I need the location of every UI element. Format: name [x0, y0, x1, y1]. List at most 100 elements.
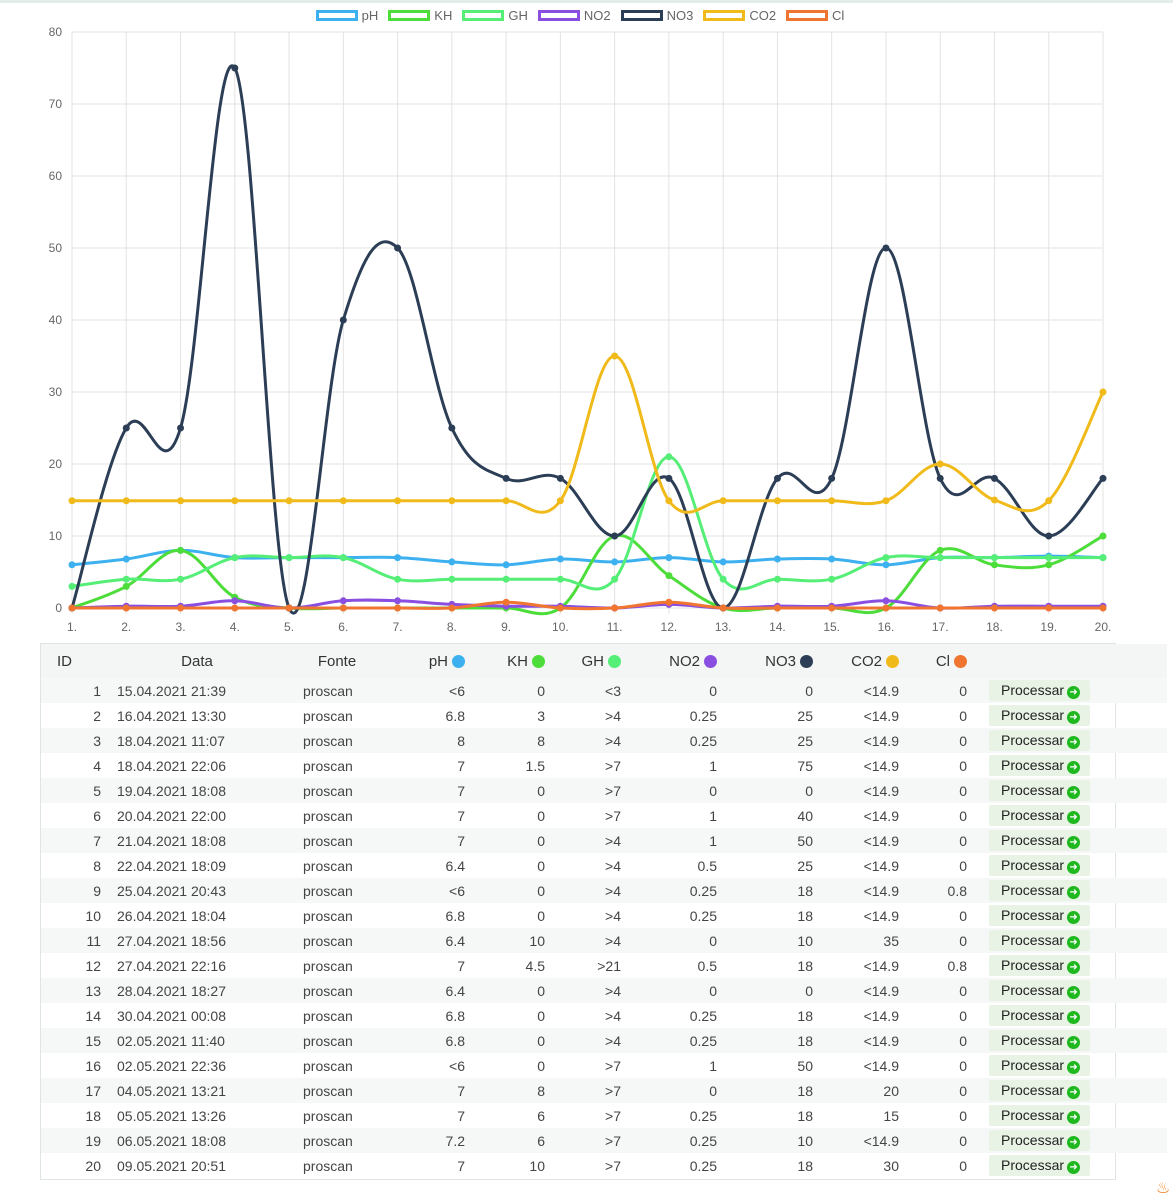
arrow-right-circle-icon: ➜ [1067, 1136, 1081, 1149]
cell-co2: <14.9 [863, 682, 899, 699]
cell-data: 22.04.2021 18:09 [117, 857, 226, 874]
processar-button[interactable]: Processar ➜ [989, 830, 1091, 851]
processar-label: Processar [1001, 707, 1065, 723]
cell-gh: >7 [605, 807, 621, 824]
processar-button[interactable]: Processar ➜ [989, 1055, 1091, 1076]
processar-label: Processar [1001, 732, 1065, 748]
cell-kh: 0 [537, 982, 545, 999]
data-point-kh [122, 582, 130, 590]
data-point-no3 [231, 64, 239, 72]
data-point-cl [68, 604, 76, 612]
header-cl: Cl [899, 644, 967, 678]
data-point-co2 [1045, 497, 1053, 505]
processar-button[interactable]: Processar ➜ [989, 905, 1091, 926]
cell-co2: 35 [883, 932, 899, 949]
cell-co2: <14.9 [863, 857, 899, 874]
cell-cl: 0 [959, 1082, 967, 1099]
data-point-gh [231, 554, 239, 562]
data-point-ph [665, 554, 673, 562]
processar-button[interactable]: Processar ➜ [989, 755, 1091, 776]
cell-data: 28.04.2021 18:27 [117, 982, 226, 999]
legend-item-cl[interactable]: Cl [786, 8, 844, 23]
cell-no2: 1 [709, 807, 717, 824]
processar-button[interactable]: Processar ➜ [989, 1105, 1091, 1126]
cell-gh: >4 [605, 982, 621, 999]
legend-item-co2[interactable]: CO2 [703, 8, 776, 23]
cell-id: 18 [85, 1107, 101, 1124]
processar-label: Processar [1001, 757, 1065, 773]
cell-id: 6 [93, 807, 101, 824]
processar-button[interactable]: Processar ➜ [989, 955, 1091, 976]
legend-item-no3[interactable]: NO3 [620, 8, 693, 23]
data-point-no3 [177, 424, 185, 432]
data-point-co2 [719, 497, 727, 505]
cell-co2: 15 [883, 1107, 899, 1124]
processar-button[interactable]: Processar ➜ [989, 705, 1091, 726]
data-point-co2 [665, 497, 673, 505]
data-point-cl [719, 604, 727, 612]
data-point-ph [68, 561, 76, 569]
data-point-kh [1045, 561, 1053, 569]
data-point-gh [828, 575, 836, 583]
data-point-cl [448, 604, 456, 612]
cell-gh: <3 [605, 682, 621, 699]
legend-item-ph[interactable]: pH [315, 8, 378, 23]
x-tick-label: 11. [607, 620, 623, 634]
table-row: 10 26.04.2021 18:04 proscan 6.8 0 >4 0.25 18 <14… [41, 903, 1167, 928]
processar-button[interactable]: Processar ➜ [989, 1030, 1091, 1051]
cell-data: 18.04.2021 11:07 [117, 732, 225, 749]
data-point-cl [394, 604, 402, 612]
data-point-co2 [339, 497, 347, 505]
data-point-no3 [611, 532, 619, 540]
header-kh: KH [465, 644, 545, 678]
data-point-gh [68, 582, 76, 590]
data-point-gh [936, 554, 944, 562]
legend-item-no2[interactable]: NO2 [537, 8, 611, 23]
data-point-cl [882, 604, 890, 612]
processar-button[interactable]: Processar ➜ [989, 1005, 1091, 1026]
cell-data: 09.05.2021 20:51 [117, 1157, 226, 1174]
processar-button[interactable]: Processar ➜ [989, 730, 1091, 751]
data-point-cl [177, 604, 185, 612]
legend-item-gh[interactable]: GH [462, 8, 528, 23]
ph-color-dot [452, 654, 465, 668]
kh-color-dot [532, 654, 545, 668]
cell-fonte: proscan [303, 682, 353, 699]
processar-button[interactable]: Processar ➜ [989, 930, 1091, 951]
cell-id: 5 [93, 782, 101, 799]
data-point-ph [773, 555, 781, 563]
processar-button[interactable]: Processar ➜ [989, 1080, 1091, 1101]
cell-data: 02.05.2021 11:40 [117, 1032, 225, 1049]
cell-no2: 0 [709, 782, 717, 799]
legend-item-kh[interactable]: KH [388, 8, 452, 23]
processar-button[interactable]: Processar ➜ [989, 1155, 1091, 1176]
processar-button[interactable]: Processar ➜ [989, 855, 1091, 876]
x-tick-label: 4. [230, 620, 240, 634]
processar-button[interactable]: Processar ➜ [989, 780, 1091, 801]
processar-button[interactable]: Processar ➜ [989, 680, 1091, 701]
data-point-no2 [394, 597, 402, 605]
processar-button[interactable]: Processar ➜ [989, 1130, 1091, 1151]
cell-cl: 0 [959, 732, 967, 749]
x-tick-label: 13. [715, 620, 732, 634]
legend-swatch [620, 9, 663, 21]
table-row: 12 27.04.2021 22:16 proscan 7 4.5 >21 0.5 18 <14… [41, 953, 1167, 978]
table-row: 6 20.04.2021 22:00 proscan 7 0 >7 1 40 <14.9 0 Pro… [41, 803, 1167, 828]
cell-data: 16.04.2021 13:30 [117, 707, 226, 724]
header-id: ID [57, 652, 72, 670]
processar-button[interactable]: Processar ➜ [989, 880, 1091, 901]
cell-action: Processar ➜ [967, 703, 1167, 728]
flame-icon: ♨ [1156, 1180, 1171, 1197]
no2-color-dot [704, 654, 717, 668]
data-point-gh [502, 575, 510, 583]
processar-button[interactable]: Processar ➜ [989, 980, 1091, 1001]
processar-label: Processar [1001, 882, 1065, 898]
x-tick-label: 15. [823, 620, 840, 634]
processar-button[interactable]: Processar ➜ [989, 805, 1091, 826]
cell-cl: 0 [959, 1032, 967, 1049]
data-point-ph [611, 558, 619, 566]
cell-id: 12 [85, 957, 101, 974]
x-tick-label: 19. [1040, 620, 1057, 634]
cell-no2: 0.25 [689, 707, 717, 724]
cell-id: 13 [85, 982, 101, 999]
